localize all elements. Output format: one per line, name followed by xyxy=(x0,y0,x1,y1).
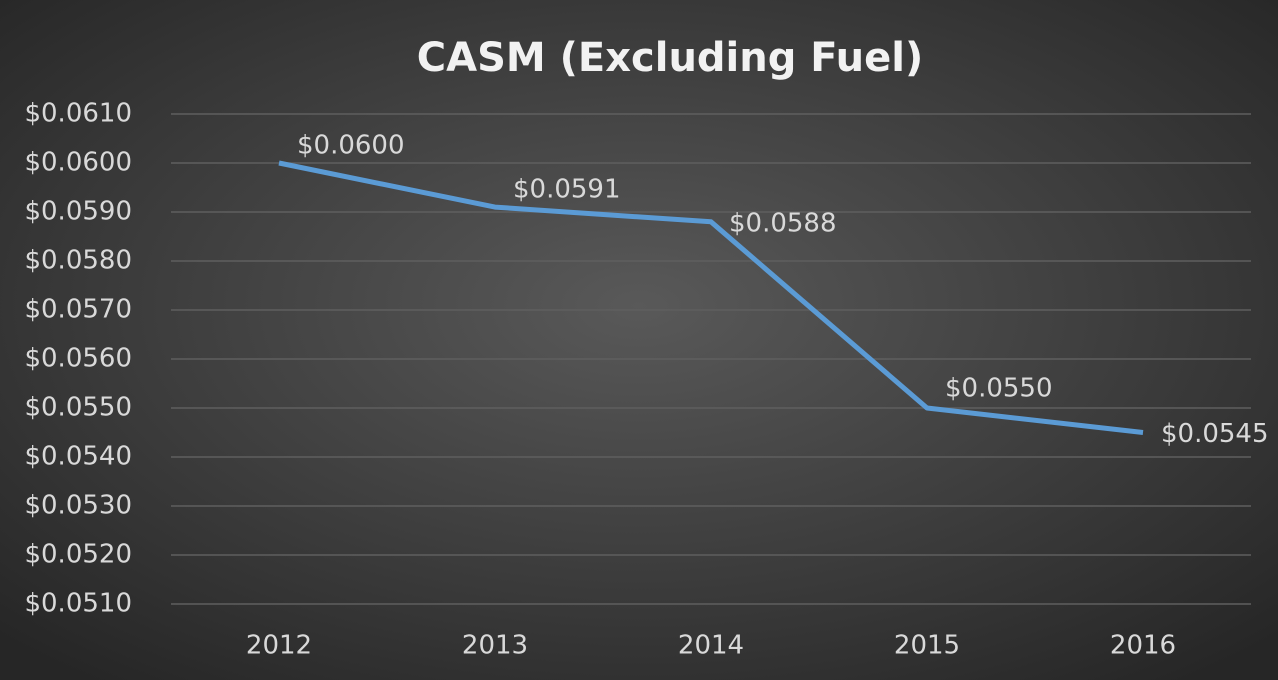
y-tick-label: $0.0510 xyxy=(24,589,132,619)
data-label: $0.0545 xyxy=(1161,419,1269,449)
x-tick-label: 2013 xyxy=(462,631,528,661)
x-tick-label: 2012 xyxy=(246,631,312,661)
x-tick-label: 2016 xyxy=(1110,631,1176,661)
data-label: $0.0591 xyxy=(513,175,621,205)
y-tick-label: $0.0590 xyxy=(24,197,132,227)
x-tick-label: 2014 xyxy=(678,631,744,661)
y-tick-label: $0.0530 xyxy=(24,491,132,521)
data-line xyxy=(278,160,1144,435)
y-tick-label: $0.0600 xyxy=(24,148,132,178)
y-tick-label: $0.0560 xyxy=(24,344,132,374)
y-tick-label: $0.0570 xyxy=(24,295,132,325)
data-label: $0.0588 xyxy=(729,208,837,238)
y-tick-label: $0.0550 xyxy=(24,393,132,423)
y-tick-label: $0.0610 xyxy=(24,99,132,129)
y-tick-label: $0.0520 xyxy=(24,540,132,570)
chart-title: CASM (Excluding Fuel) xyxy=(417,35,923,81)
x-tick-label: 2015 xyxy=(894,631,960,661)
data-label: $0.0600 xyxy=(297,131,405,161)
y-tick-label: $0.0540 xyxy=(24,442,132,472)
data-label: $0.0550 xyxy=(945,374,1053,404)
y-tick-label: $0.0580 xyxy=(24,246,132,276)
